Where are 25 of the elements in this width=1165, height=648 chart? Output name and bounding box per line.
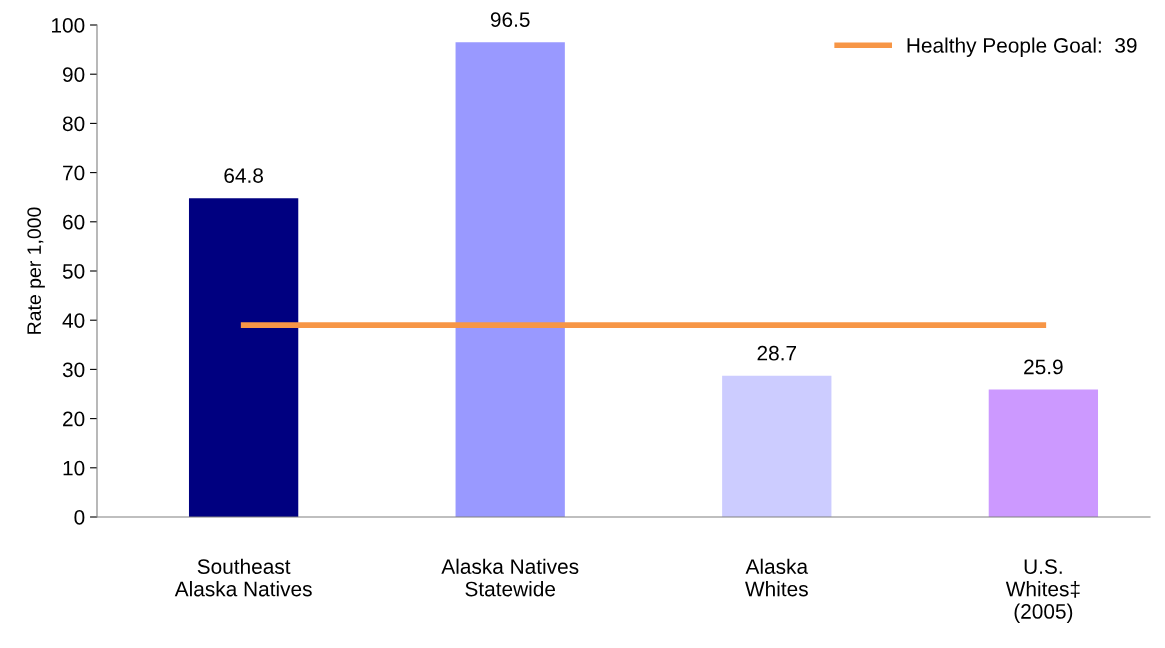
bar [988,389,1099,517]
legend-label: Healthy People Goal: 39 [907,37,1137,57]
data-label: 25.9 [1024,359,1063,375]
x-tick-label: Southeast Alaska Natives [174,558,312,597]
x-tick-label: Alaska Natives Statewide [441,558,579,597]
y-tick-label: 30 [62,362,85,378]
y-tick-label: 60 [63,214,85,230]
y-tick-label: 100 [52,18,85,33]
data-label: 28.7 [757,345,797,361]
bar [455,42,565,517]
data-label: 96.5 [490,12,530,27]
bar [188,198,299,517]
y-axis-title: Rate per 1,000 [27,207,45,334]
y-tick-label: 70 [63,165,85,181]
data-label: 64.8 [224,168,263,183]
y-tick-label: 10 [63,460,85,476]
y-tick-label: 20 [63,411,85,427]
y-tick-label: 80 [62,116,85,132]
y-tick-label: 50 [62,264,85,279]
x-tick-label: U.S. Whites‡ (2005) [1005,559,1080,623]
y-tick-label: 40 [62,313,85,328]
y-tick-label: 90 [63,67,85,82]
x-tick-label: Alaska Whites [745,558,809,597]
y-tick-label: 0 [74,510,85,525]
bar [722,375,832,517]
